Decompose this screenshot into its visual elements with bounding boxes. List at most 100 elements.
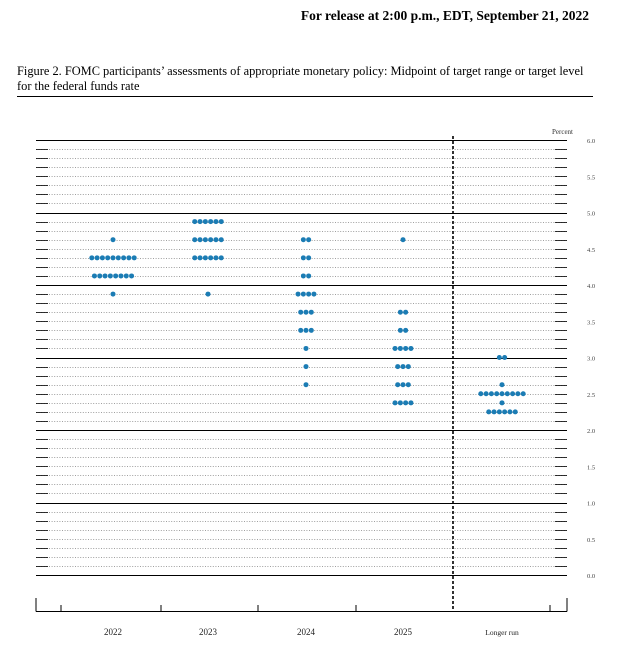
- projection-dot: [303, 364, 309, 370]
- projection-dot: [205, 291, 211, 297]
- projection-dot: [192, 255, 198, 261]
- y-tick-label: 6.0: [587, 138, 595, 145]
- projection-dot: [218, 255, 224, 261]
- projection-dot: [308, 309, 314, 315]
- projection-dot: [306, 291, 312, 297]
- projection-dot: [392, 400, 398, 406]
- projection-dot: [303, 382, 309, 388]
- y-tick-label: 5.0: [587, 211, 595, 218]
- x-category-label: Longer run: [485, 628, 519, 637]
- projection-dot: [300, 291, 306, 297]
- projection-dot: [99, 255, 105, 261]
- projection-dot: [123, 273, 129, 279]
- tick-layer: [36, 149, 567, 567]
- projection-dot: [502, 355, 508, 360]
- projection-dot: [488, 391, 494, 397]
- projection-dot: [403, 400, 409, 406]
- projection-dot: [118, 273, 124, 279]
- projection-dot: [306, 255, 312, 261]
- projection-dot: [395, 382, 401, 388]
- y-tick-label: 0.5: [587, 537, 595, 544]
- projection-dot: [520, 391, 526, 397]
- x-category-label: 2023: [199, 627, 218, 637]
- projection-dot: [395, 364, 401, 370]
- projection-dot: [499, 382, 505, 388]
- x-category-label: 2022: [104, 627, 122, 637]
- projection-dot: [110, 255, 116, 261]
- projection-dot: [202, 219, 208, 225]
- x-category-label: 2024: [297, 627, 316, 637]
- projection-dot: [478, 391, 484, 397]
- projection-dot: [403, 345, 409, 351]
- projection-dot: [400, 237, 406, 243]
- y-tick-label: 3.0: [587, 356, 595, 363]
- projection-dot: [208, 255, 214, 261]
- projection-dot: [311, 291, 317, 297]
- projection-dot: [397, 327, 403, 333]
- y-tick-label: 4.5: [587, 247, 595, 254]
- grid-layer: [35, 136, 568, 612]
- projection-dot: [129, 273, 135, 279]
- projection-dot: [192, 219, 198, 225]
- projection-dot: [499, 391, 505, 397]
- projection-dot: [197, 219, 203, 225]
- projection-dot: [496, 355, 502, 360]
- projection-dot: [202, 255, 208, 261]
- projection-dot: [400, 382, 406, 388]
- release-notice: For release at 2:00 p.m., EDT, September…: [300, 8, 589, 23]
- projection-dot: [218, 237, 224, 243]
- projection-dot: [408, 400, 414, 406]
- y-tick-label: 3.5: [587, 319, 595, 326]
- projection-dot: [105, 255, 111, 261]
- projection-dot: [494, 391, 500, 397]
- projection-dot: [408, 345, 414, 351]
- projection-dot: [89, 255, 95, 261]
- projection-dot: [397, 309, 403, 315]
- projection-dot: [202, 237, 208, 243]
- projection-dot: [308, 327, 314, 333]
- projection-dot: [295, 291, 301, 297]
- projection-dot: [397, 345, 403, 351]
- projection-dot: [197, 237, 203, 243]
- projection-dot: [97, 273, 103, 279]
- projection-dot: [213, 219, 219, 225]
- y-tick-label: 5.5: [587, 174, 595, 181]
- projection-dot: [102, 273, 108, 279]
- projection-dot: [213, 237, 219, 243]
- projection-dot: [218, 219, 224, 225]
- title-rule: [17, 96, 593, 97]
- projection-dot: [499, 400, 505, 406]
- y-tick-label: 2.5: [587, 392, 595, 399]
- projection-dot: [131, 255, 137, 261]
- projection-dot: [405, 382, 411, 388]
- projection-dot: [510, 391, 516, 397]
- projection-dot: [121, 255, 127, 261]
- figure-title: Figure 2. FOMC participants’ assessments…: [17, 64, 584, 93]
- y-tick-label: 1.5: [587, 464, 595, 471]
- projection-dot: [504, 391, 510, 397]
- projection-dot: [491, 409, 497, 415]
- projection-dot: [303, 309, 309, 315]
- projection-dot: [126, 255, 132, 261]
- projection-dot: [197, 255, 203, 261]
- projection-dot: [94, 255, 100, 261]
- projection-dot: [512, 409, 518, 415]
- projection-dot: [496, 409, 502, 415]
- projection-dot: [91, 273, 97, 279]
- projection-dot: [397, 400, 403, 406]
- projection-dot: [403, 327, 409, 333]
- projection-dot: [300, 255, 306, 261]
- label-layer: 0.0 0.5 1.0 1.5 2.0 2.5 3.0 3.5 4.0 4.5 5.0 5.5 6.0 P…: [104, 128, 595, 637]
- projection-dot: [298, 327, 304, 333]
- projection-dot: [392, 345, 398, 351]
- projection-dot: [405, 364, 411, 370]
- projection-dot: [110, 291, 116, 297]
- projection-dot: [303, 327, 309, 333]
- projection-dot: [113, 273, 119, 279]
- projection-dot: [213, 255, 219, 261]
- projection-dot: [300, 273, 306, 279]
- projection-dot: [515, 391, 521, 397]
- projection-dot: [403, 309, 409, 315]
- y-tick-label: 4.0: [587, 283, 595, 290]
